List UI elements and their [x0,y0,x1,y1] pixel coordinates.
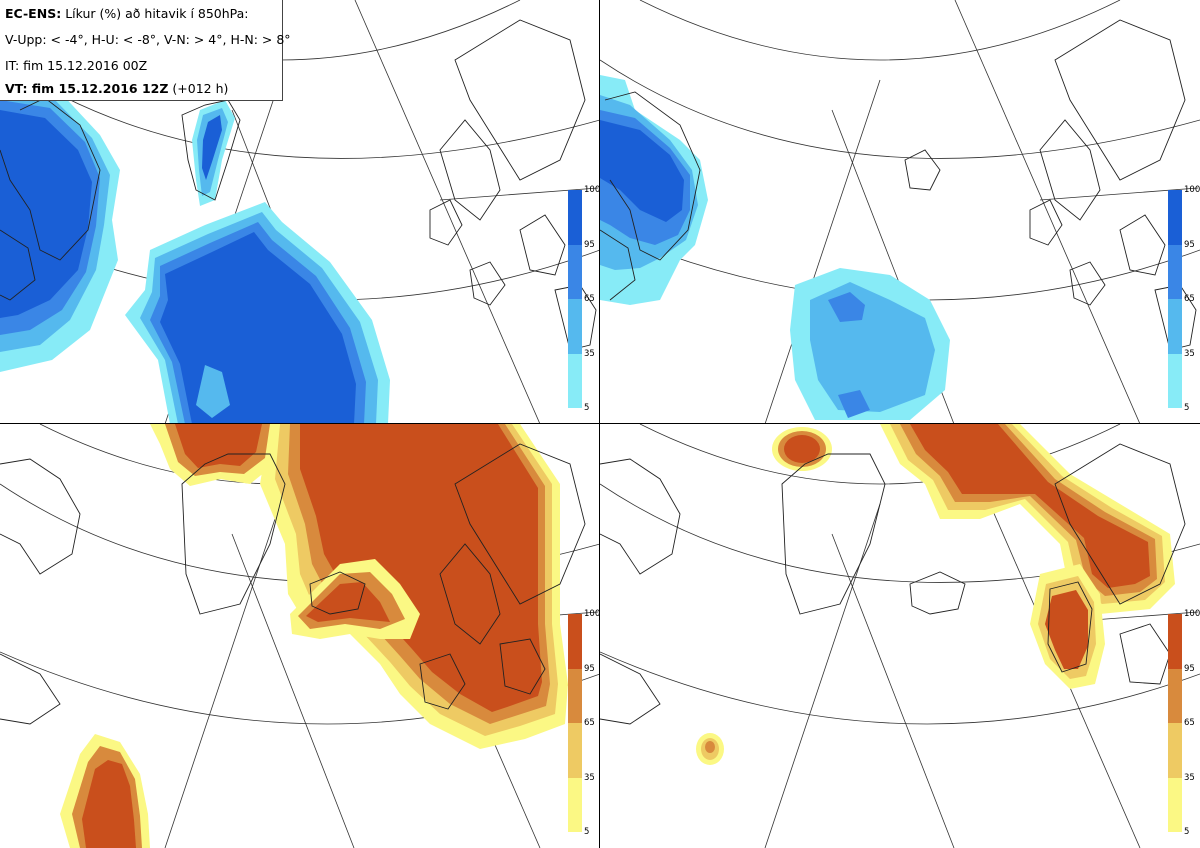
colorbar-tick-label: 5 [1184,403,1190,413]
colorbar-segment [568,353,582,408]
colorbar-tick-label: 95 [1184,239,1195,250]
colorbar-segment [1168,723,1182,778]
probability-fill-north [150,424,280,486]
probability-fill-west [600,75,708,305]
colorbar-tick-label: 35 [1184,772,1195,783]
probability-fill-south [60,734,150,848]
colorbar-top-left [568,190,582,408]
colorbar-segment [1168,668,1182,723]
colorbar-bottom-right [1168,614,1182,832]
map-canvas-top-left [0,0,600,424]
colorbar-segment [568,190,582,245]
colorbar-tick-label: 100 [1184,185,1200,195]
probability-fill-east [260,424,568,749]
probability-fill-iceland [290,559,420,639]
init-time-text: IT: fim 15.12.2016 00Z [5,58,148,73]
colorbar-segment [1168,777,1182,832]
colorbar-tick-label: 35 [584,348,595,359]
colorbar-tick-label: 35 [584,772,595,783]
colorbar-tick-label: 5 [584,827,590,837]
colorbar-tick-label: 35 [1184,348,1195,359]
colorbar-tick-label: 65 [1184,294,1195,304]
colorbar-bottom-left [568,614,582,832]
lead-time-text: (+012 h) [172,81,229,96]
map-panel-top-left [0,0,600,424]
colorbar-tick-label: 95 [584,663,595,674]
map-panel-bottom-right [600,424,1200,848]
colorbar-tick-label: 100 [1184,609,1200,619]
graticule [600,424,1200,848]
colorbar-tick-label: 95 [1184,663,1195,674]
probability-fill-strip [192,100,235,206]
model-label: EC-ENS: [5,6,62,21]
title-text: Líkur (%) að hitavik í 850hPa: [65,6,249,21]
colorbar-segment [1168,353,1182,408]
coastlines [0,19,597,351]
map-panel-top-right [600,0,1200,424]
title-line: EC-ENS: Líkur (%) að hitavik í 850hPa: [5,6,249,21]
colorbar-tick-label: 5 [584,403,590,413]
colorbar-segment [568,777,582,832]
colorbar-segment [1168,299,1182,354]
probability-fill-northeast [880,424,1175,614]
colorbar-segment [568,723,582,778]
vertical-divider [599,0,600,848]
thresholds-text: V-Upp: < -4°, H-U: < -8°, V-N: > 4°, H-N… [5,32,291,47]
colorbar-tick-label: 5 [1184,827,1190,837]
probability-fill-central [790,268,950,420]
map-canvas-bottom-right [600,424,1200,848]
valid-time-text: VT: fim 15.12.2016 12Z [5,81,169,96]
map-legend-header: EC-ENS: Líkur (%) að hitavik í 850hPa: V… [0,0,291,101]
colorbar-segment [568,668,582,723]
map-panel-bottom-left [0,424,600,848]
probability-fill-west [0,80,120,372]
probability-fill-central [125,202,390,424]
colorbar-tick-label: 65 [584,294,595,304]
colorbar-segment [568,244,582,299]
colorbar-segment [1168,190,1182,245]
coastlines [600,443,1186,725]
colorbar-tick-label: 65 [584,718,595,728]
colorbar-tick-label: 100 [584,609,601,619]
colorbar-top-right [1168,190,1182,408]
coastlines [0,443,586,725]
colorbar-tick-label: 95 [584,239,595,250]
map-canvas-top-right [600,0,1200,424]
colorbar-tick-label: 65 [1184,718,1195,728]
valid-time-line: VT: fim 15.12.2016 12Z (+012 h) [5,81,228,96]
colorbar-segment [1168,614,1182,669]
map-canvas-bottom-left [0,424,600,848]
colorbar-segment [568,614,582,669]
probability-fill-north [772,427,832,471]
probability-fill-south [696,733,724,765]
colorbar-segment [1168,244,1182,299]
horizontal-divider [0,423,1200,424]
colorbar-tick-label: 100 [584,185,601,195]
colorbar-segment [568,299,582,354]
